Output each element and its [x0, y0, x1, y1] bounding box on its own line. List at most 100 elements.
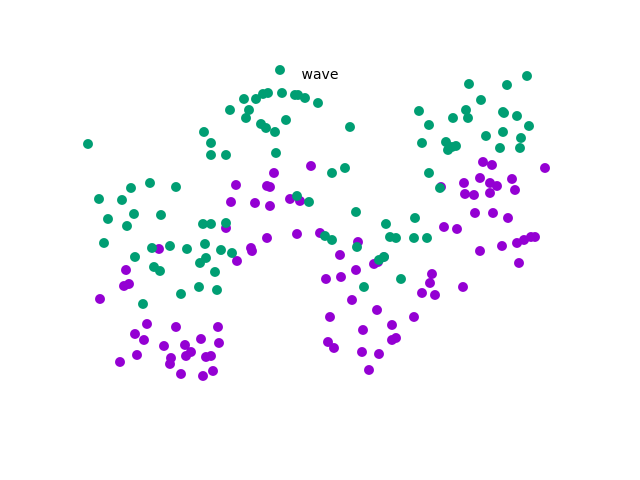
point [117, 195, 127, 205]
point [391, 333, 401, 343]
point [422, 233, 432, 243]
point [226, 197, 236, 207]
point [461, 105, 471, 115]
point [121, 265, 131, 275]
point [358, 325, 368, 335]
point [430, 290, 440, 300]
point [231, 180, 241, 190]
point [464, 79, 474, 89]
point [206, 351, 216, 361]
point [129, 209, 139, 219]
point [232, 256, 242, 266]
point [225, 105, 235, 115]
point [275, 65, 285, 75]
point [374, 349, 384, 359]
point [213, 322, 223, 332]
point [196, 334, 206, 344]
point [115, 357, 125, 367]
point [216, 245, 226, 255]
point [417, 138, 427, 148]
point [424, 168, 434, 178]
point [498, 107, 508, 117]
point [379, 252, 389, 262]
point [265, 201, 275, 211]
point [142, 319, 152, 329]
point [156, 210, 166, 220]
point [478, 157, 488, 167]
point [250, 198, 260, 208]
point [345, 122, 355, 132]
point [469, 190, 479, 200]
point [475, 246, 485, 256]
point [221, 218, 231, 228]
point [485, 188, 495, 198]
point [502, 80, 512, 90]
point [409, 312, 419, 322]
point [481, 131, 491, 141]
point [251, 94, 261, 104]
point [530, 232, 540, 242]
point [364, 365, 374, 375]
point [460, 189, 470, 199]
point [516, 133, 526, 143]
point [417, 288, 427, 298]
point [327, 168, 337, 178]
point [147, 243, 157, 253]
point [199, 127, 209, 137]
point [271, 148, 281, 158]
point [292, 191, 302, 201]
point [155, 266, 165, 276]
point [458, 282, 468, 292]
point [166, 353, 176, 363]
point [357, 347, 367, 357]
point [83, 139, 93, 149]
point [132, 350, 142, 360]
point [497, 241, 507, 251]
point [95, 294, 105, 304]
point [281, 115, 291, 125]
point [387, 320, 397, 330]
point [262, 233, 272, 243]
point [201, 253, 211, 263]
point [186, 347, 196, 357]
point [138, 299, 148, 309]
point [443, 145, 453, 155]
point [409, 233, 419, 243]
point [122, 221, 132, 231]
point [391, 233, 401, 243]
point [351, 207, 361, 217]
point [94, 194, 104, 204]
point [300, 93, 310, 103]
point [439, 222, 449, 232]
point [210, 267, 220, 277]
point [206, 219, 216, 229]
point [198, 371, 208, 381]
point [452, 224, 462, 234]
point [103, 214, 113, 224]
point [347, 295, 357, 305]
point [159, 341, 169, 351]
point [476, 95, 486, 105]
point [212, 285, 222, 295]
point [206, 138, 216, 148]
point [124, 279, 134, 289]
point [325, 312, 335, 322]
point [194, 282, 204, 292]
point [221, 150, 231, 160]
point [351, 265, 361, 275]
point [321, 274, 331, 284]
point [261, 123, 271, 133]
point [176, 289, 186, 299]
point [176, 369, 186, 379]
point [459, 178, 469, 188]
chart-title: wave [302, 67, 339, 83]
point [139, 335, 149, 345]
point [475, 173, 485, 183]
point [427, 269, 437, 279]
point [208, 366, 218, 376]
point [463, 113, 473, 123]
point [241, 113, 251, 123]
point [487, 160, 497, 170]
point [514, 258, 524, 268]
